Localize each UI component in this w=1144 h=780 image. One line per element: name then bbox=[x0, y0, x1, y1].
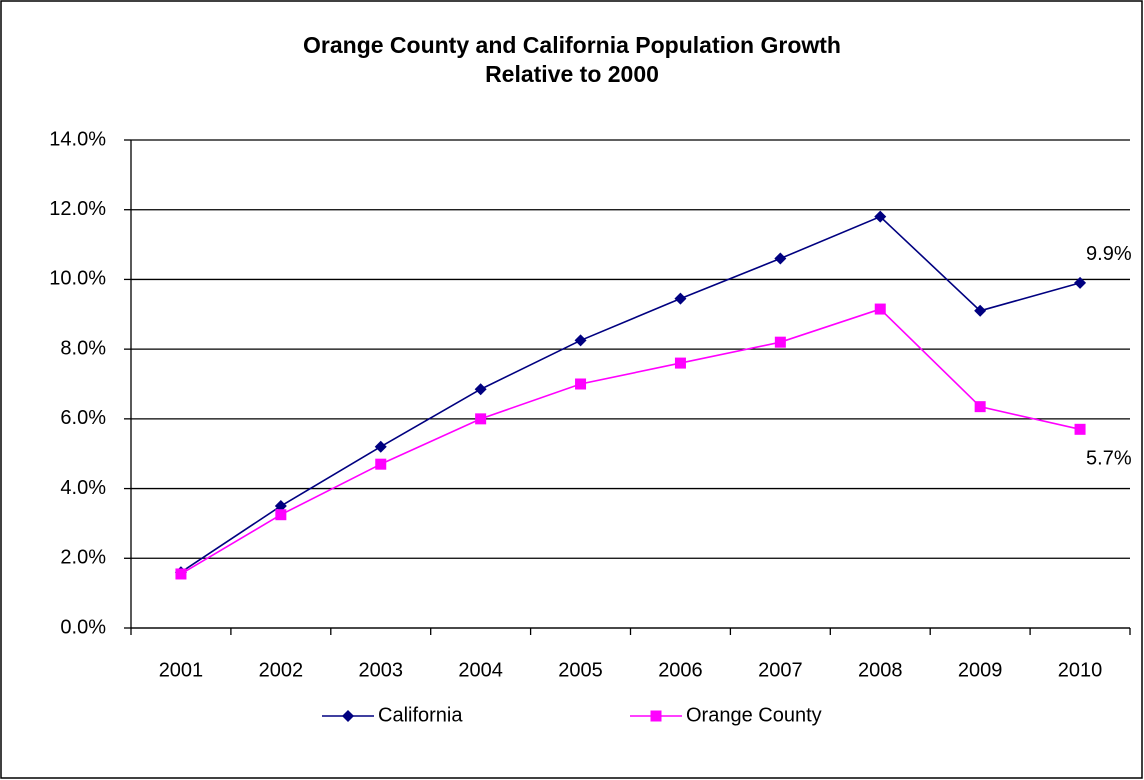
data-point bbox=[475, 413, 487, 425]
data-point bbox=[974, 304, 987, 317]
data-point bbox=[774, 336, 786, 348]
y-tick-label: 4.0% bbox=[60, 477, 106, 499]
data-point bbox=[974, 401, 986, 413]
x-tick-label: 2001 bbox=[159, 659, 204, 681]
data-label: 5.7% bbox=[1086, 448, 1132, 470]
data-point bbox=[575, 378, 587, 390]
data-point bbox=[774, 252, 787, 265]
data-point bbox=[674, 292, 687, 305]
data-point bbox=[874, 303, 886, 315]
x-tick-label: 2002 bbox=[259, 659, 304, 681]
chart-title: Orange County and California Population … bbox=[303, 32, 841, 58]
data-point bbox=[674, 357, 686, 369]
x-tick-label: 2008 bbox=[858, 659, 903, 681]
y-tick-label: 12.0% bbox=[49, 198, 106, 220]
data-point bbox=[374, 440, 387, 453]
data-point bbox=[1074, 276, 1087, 289]
y-tick-label: 0.0% bbox=[60, 616, 106, 638]
legend-marker bbox=[650, 710, 662, 722]
x-tick-label: 2005 bbox=[558, 659, 603, 681]
data-point bbox=[274, 500, 287, 512]
legend-label: Orange County bbox=[686, 704, 822, 726]
x-tick-label: 2004 bbox=[458, 659, 503, 681]
x-tick-label: 2010 bbox=[1058, 659, 1103, 681]
y-tick-label: 14.0% bbox=[49, 128, 106, 150]
data-point bbox=[874, 210, 887, 223]
data-point bbox=[275, 509, 287, 521]
y-tick-label: 2.0% bbox=[60, 547, 106, 569]
data-point bbox=[175, 568, 187, 580]
data-point bbox=[474, 383, 487, 396]
data-label: 9.9% bbox=[1086, 243, 1132, 265]
data-point bbox=[574, 334, 587, 347]
data-point bbox=[1074, 423, 1086, 435]
data-point bbox=[375, 458, 387, 470]
legend-marker bbox=[342, 710, 354, 722]
x-tick-label: 2003 bbox=[359, 659, 404, 681]
x-tick-label: 2007 bbox=[758, 659, 803, 681]
y-tick-label: 6.0% bbox=[60, 407, 106, 429]
x-tick-label: 2009 bbox=[958, 659, 1003, 681]
series-line bbox=[180, 215, 1081, 573]
series-line bbox=[180, 308, 1081, 575]
chart-title: Relative to 2000 bbox=[485, 61, 659, 87]
y-tick-label: 10.0% bbox=[49, 268, 106, 290]
x-tick-label: 2006 bbox=[658, 659, 703, 681]
legend-label: California bbox=[378, 704, 463, 726]
y-tick-label: 8.0% bbox=[60, 337, 106, 359]
